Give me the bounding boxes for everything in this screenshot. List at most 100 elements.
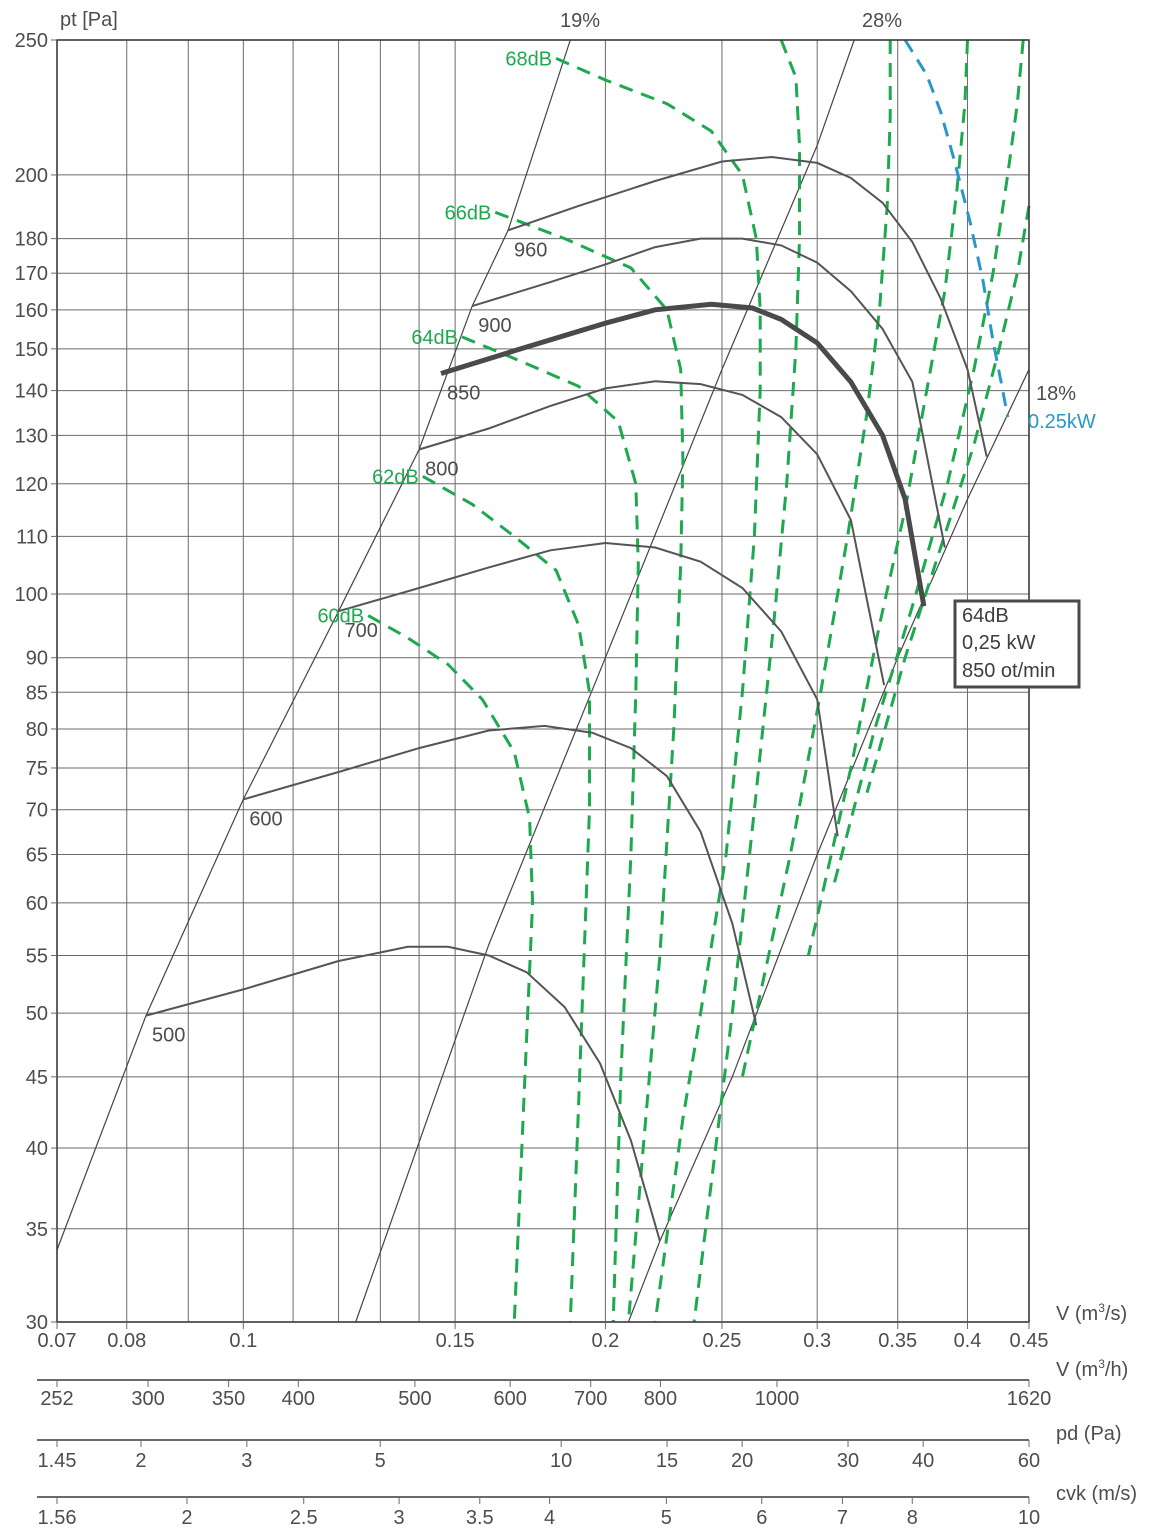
y-tick-label: 170 [15,263,48,285]
noise-curve-64dB [461,335,640,1323]
x-tick-label: 10 [1018,1507,1040,1529]
x-tick-label: 4 [544,1507,555,1529]
speed-curve-850 [440,301,927,607]
noise-label-60dB: 60dB [317,606,364,628]
y-tick-label: 100 [15,584,48,606]
x-tick-label: 400 [282,1388,315,1410]
x-tick-label: 0.25 [702,1330,741,1352]
power-label: 0.25kW [1028,411,1096,433]
y-tick-label: 70 [26,800,48,822]
operating-point-noise: 64dB [962,605,1009,627]
speed-label-600: 600 [249,808,282,830]
y-axis: 250 200 180 170 160 150 140 130 120 110 100 90 85 80 7… [15,9,118,1334]
x-axis-title-1: V (m3/h) [1056,1357,1128,1381]
speed-label-700: 700 [345,620,378,642]
noise-curve-62dB [422,474,591,1323]
noise-label-64dB: 64dB [411,327,458,349]
x-axis-title-0: V (m3/s) [1056,1301,1127,1325]
x-tick-label: 3 [241,1450,252,1472]
x-tick-label: 500 [398,1388,431,1410]
noise-label-66dB: 66dB [445,202,492,224]
x-tick-label: 3.5 [466,1507,494,1529]
x-tick-label: 800 [644,1388,677,1410]
x-tick-label: 350 [212,1388,245,1410]
y-tick-label: 180 [15,229,48,251]
x-tick-label: 252 [40,1388,73,1410]
x-tick-label: 0.3 [803,1330,831,1352]
x-tick-label: 7 [837,1507,848,1529]
x-tick-label: 0.08 [107,1330,146,1352]
y-tick-label: 45 [26,1067,48,1089]
operating-point-speed: 850 ot/min [962,660,1055,682]
x-tick-label: 1620 [1007,1388,1052,1410]
efficiency-label-28%: 28% [862,10,902,32]
y-tick-label: 110 [16,526,48,548]
x-tick-label: 0.4 [954,1330,982,1352]
y-tick-label: 40 [26,1138,48,1160]
noise-curve-68dB [555,57,762,1323]
noise-curve-unlabeled [806,39,969,956]
speed-curves [145,155,988,1242]
x-axis-title-3: cvk (m/s) [1056,1483,1137,1505]
curve-labels: 500 600 700 800 850 900 960 60dB 62dB 64dB 66dB 68d… [152,10,1096,1047]
y-axis-title: pt [Pa] [60,9,118,31]
y-tick-label: 85 [26,682,48,704]
y-tick-label: 55 [26,946,48,968]
x-tick-label: 3 [394,1507,405,1529]
y-tick-label: 80 [26,719,48,741]
power-curve [903,39,1010,418]
x-tick-label: 300 [131,1388,164,1410]
noise-curve-unlabeled [832,39,1025,884]
y-tick-label: 160 [15,300,48,322]
noise-curves [367,39,1031,1323]
speed-curve-960 [507,155,988,457]
noise-curve-unlabeled [692,39,801,1323]
x-tick-label: 2.5 [290,1507,318,1529]
noise-curve-66dB [494,210,685,1323]
y-tick-label: 50 [26,1003,48,1025]
operating-point-box: 64dB 0,25 kW 850 ot/min [953,599,1081,689]
x-tick-label: 2 [181,1507,192,1529]
x-tick-label: 60 [1018,1450,1040,1472]
y-tick-label: 140 [15,381,48,403]
x-tick-label: 15 [656,1450,678,1472]
noise-label-68dB: 68dB [505,48,552,70]
x-tick-label: 700 [574,1388,607,1410]
noise-curve-unlabeled [865,205,1031,794]
y-tick-label: 120 [15,474,48,496]
efficiency-label-18%: 18% [1036,383,1076,405]
speed-label-800: 800 [425,459,458,481]
speed-curve-800 [418,380,886,686]
x-tick-label: 0.07 [38,1330,77,1352]
x-tick-label: 5 [661,1507,672,1529]
x-tick-label: 1000 [755,1388,800,1410]
x-tick-label: 8 [907,1507,918,1529]
x-tick-label: 600 [493,1388,526,1410]
x-tick-label: 1.56 [38,1507,77,1529]
x-tick-label: 0.35 [878,1330,917,1352]
y-tick-label: 130 [15,425,48,447]
x-tick-label: 5 [375,1450,386,1472]
x-tick-label: 1.45 [38,1450,77,1472]
x-tick-label: 6 [756,1507,767,1529]
y-tick-label: 30 [26,1312,48,1334]
y-tick-label: 250 [15,30,48,52]
noise-curve-60dB [367,614,535,1323]
x-tick-label: 20 [731,1450,753,1472]
speed-curve-600 [243,724,758,1026]
x-tick-label: 0.15 [436,1330,475,1352]
power-curve-line [903,39,1010,418]
efficiency-label-19%: 19% [560,10,600,32]
y-tick-label: 35 [26,1219,48,1241]
x-axes: 0.07 0.08 0.1 0.15 0.2 0.25 0.3 0.35 0.4 0.45 V (m… [37,1301,1137,1529]
x-tick-label: 30 [837,1450,859,1472]
noise-label-62dB: 62dB [372,466,419,488]
x-tick-label: 0.2 [591,1330,619,1352]
speed-curve-700 [338,541,839,837]
y-tick-label: 200 [15,165,48,187]
y-tick-label: 150 [15,339,48,361]
speed-label-500: 500 [152,1025,185,1047]
x-tick-label: 10 [550,1450,572,1472]
x-tick-label: 0.1 [229,1330,257,1352]
